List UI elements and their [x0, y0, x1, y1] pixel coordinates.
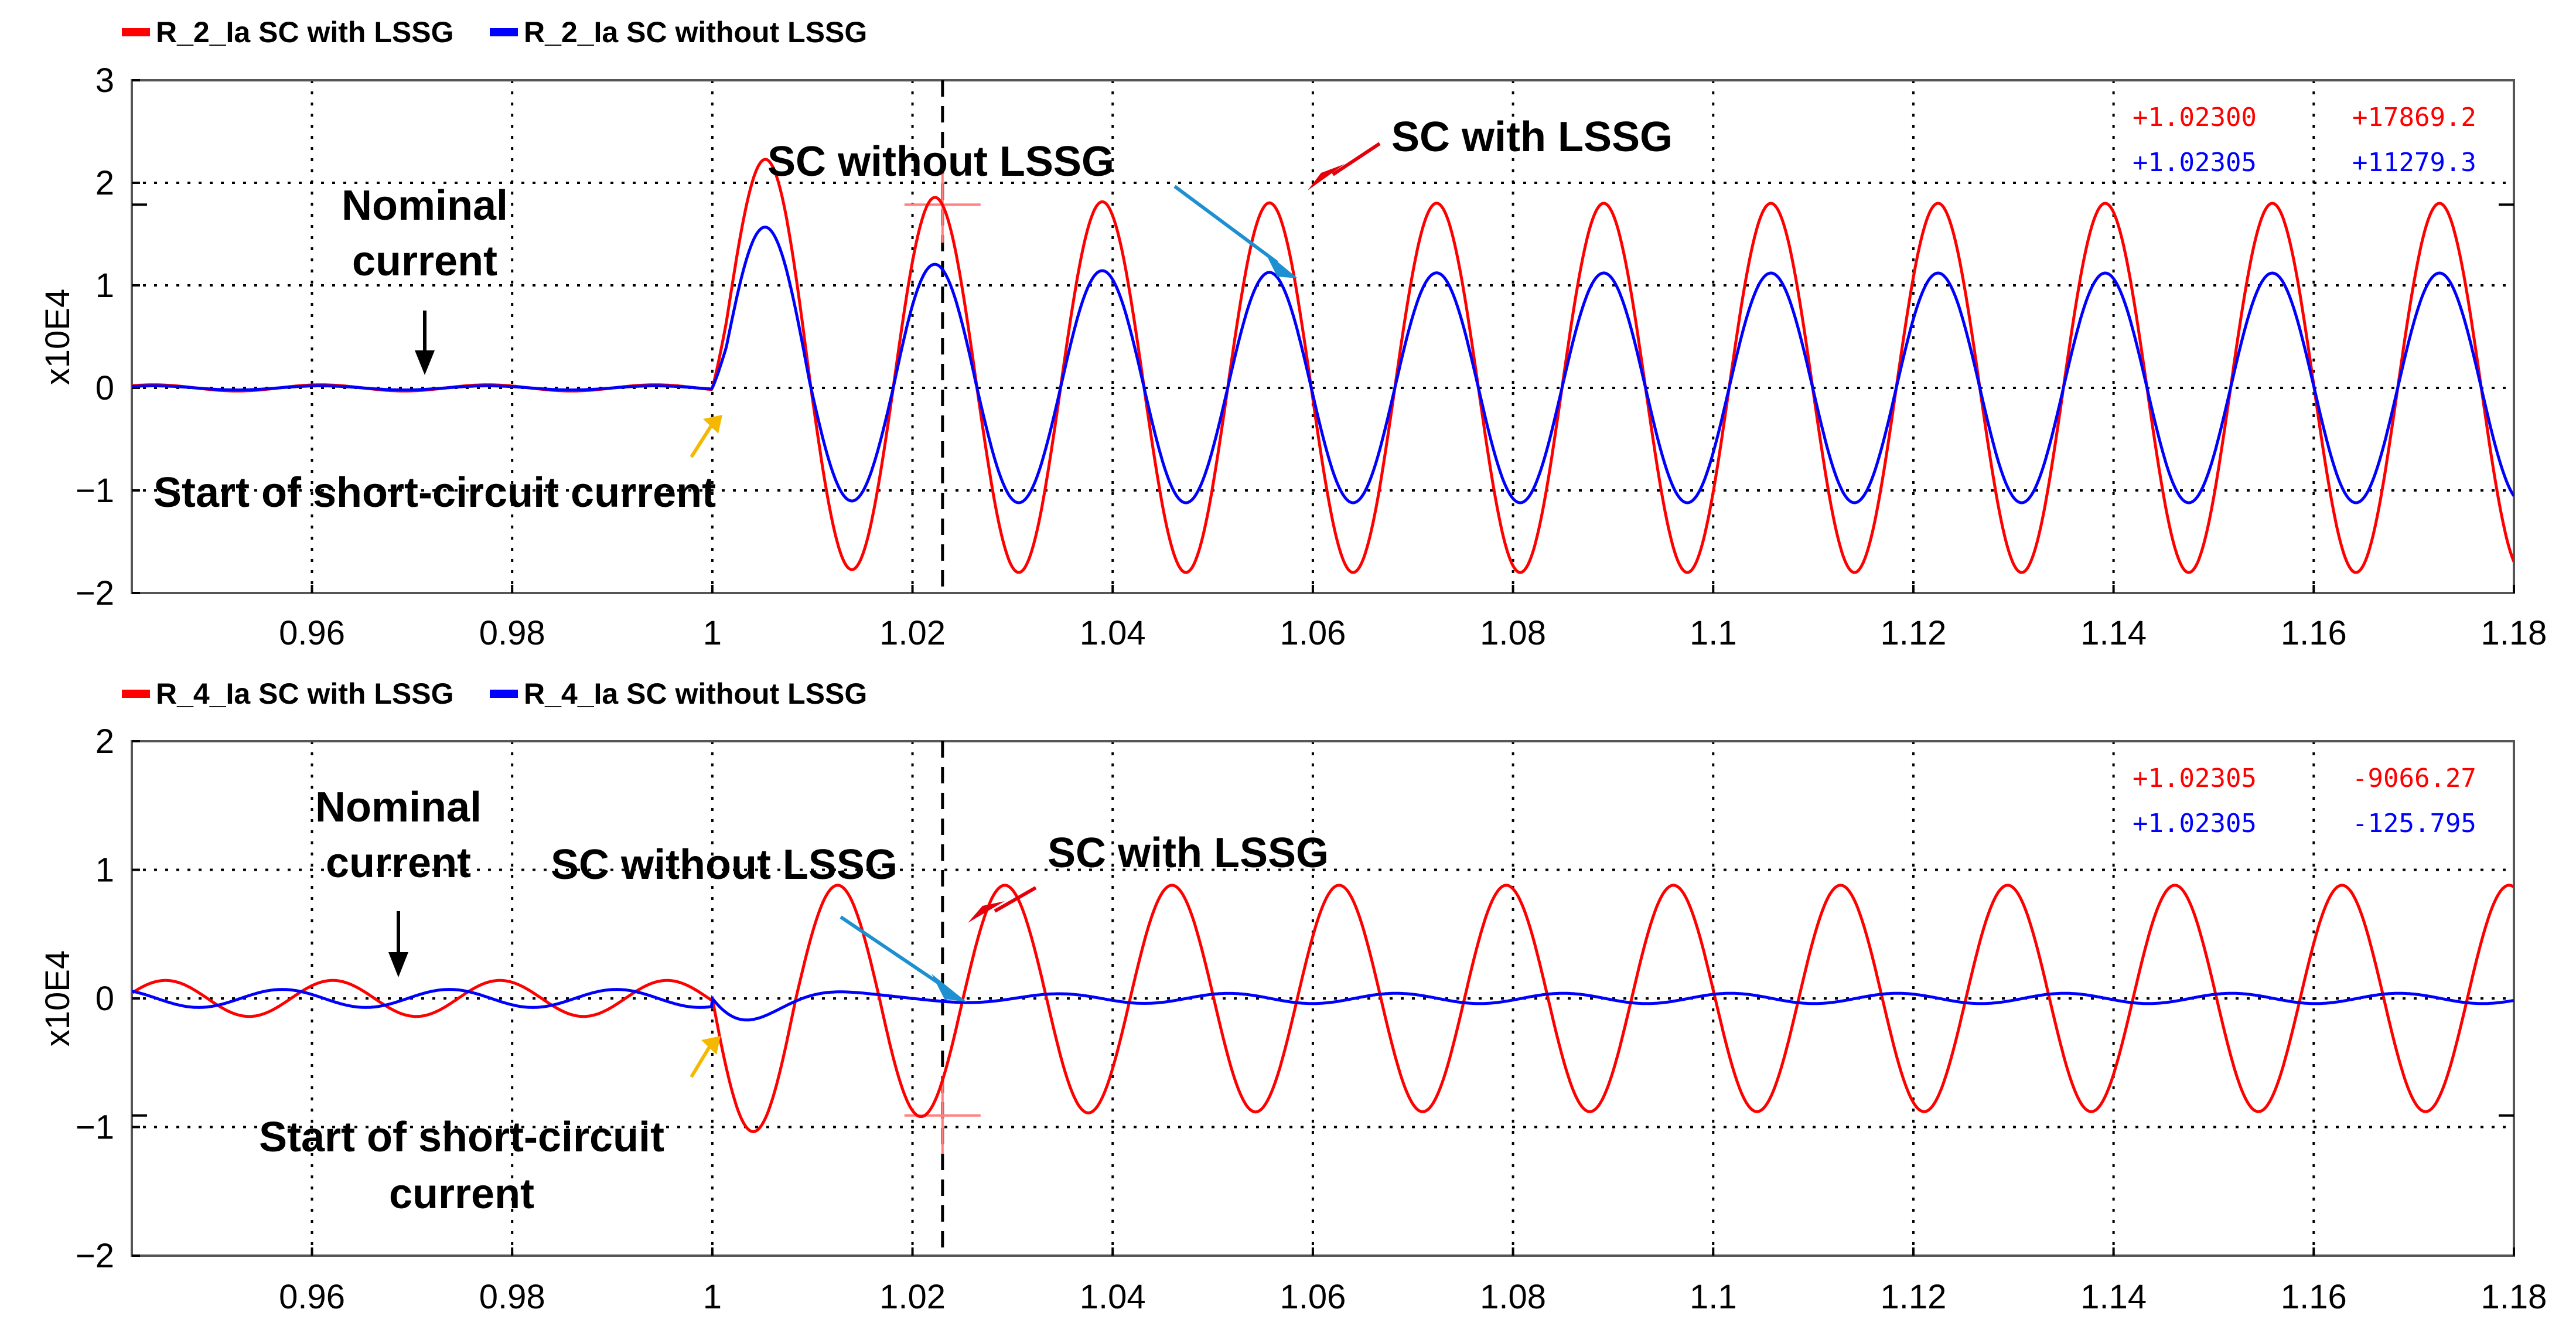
- y-tick-label: −2: [76, 1237, 114, 1275]
- readout-value-with: -9066.27: [2352, 763, 2476, 793]
- arrow-with-1: [1308, 142, 1381, 190]
- arrow-nominal-2: [388, 911, 408, 977]
- annotation-start: Start of short-circuit current: [153, 469, 716, 516]
- y-tick-label: 2: [95, 164, 114, 202]
- y-tick-label: −1: [76, 472, 114, 510]
- readout-time-without: +1.02305: [2133, 809, 2257, 838]
- arrow-with-2: [968, 886, 1037, 923]
- y-ticks-1: 3 2 1 0 −1 −2: [76, 62, 140, 612]
- x-tick-label: 1.14: [2080, 1278, 2147, 1316]
- y-tick-label: 1: [95, 267, 114, 305]
- legend-2: R_4_Ia SC with LSSG R_4_Ia SC without LS…: [122, 677, 867, 710]
- legend-1: R_2_Ia SC with LSSG R_2_Ia SC without LS…: [122, 16, 867, 49]
- y-axis-label-1: x10E4: [39, 289, 77, 385]
- cursor-readout-1: +1.02300 +17869.2 +1.02305 +11279.3: [2133, 103, 2476, 178]
- annotation-without: SC without LSSG: [551, 841, 898, 888]
- annotations-1: Nominal current Start of short-circuit c…: [153, 114, 1673, 516]
- x-tick-label: 1.02: [879, 1278, 946, 1316]
- x-tick-label: 1.16: [2281, 1278, 2347, 1316]
- legend-label-with: R_2_Ia SC with LSSG: [156, 16, 453, 49]
- annotation-start-line2: current: [389, 1171, 534, 1218]
- x-tick-label: 1.12: [1881, 614, 1947, 652]
- annotation-nominal-line1: Nominal: [342, 182, 508, 229]
- x-tick-label: 1: [703, 1278, 722, 1316]
- x-tick-label: 1.12: [1881, 1278, 1947, 1316]
- x-tick-label: 1.02: [879, 614, 946, 652]
- x-tick-label: 1.16: [2281, 614, 2347, 652]
- annotation-start-line1: Start of short-circuit: [259, 1114, 664, 1161]
- readout-time-with: +1.02305: [2133, 763, 2257, 793]
- x-tick-label: 1.1: [1690, 614, 1737, 652]
- arrow-nominal-1: [415, 311, 435, 375]
- y-tick-label: 3: [95, 62, 114, 100]
- x-tick-label: 1.06: [1280, 614, 1346, 652]
- legend-swatch-with: [122, 690, 150, 698]
- chart-panel-1: R_2_Ia SC with LSSG R_2_Ia SC without LS…: [39, 16, 2547, 652]
- chart-panel-2: R_4_Ia SC with LSSG R_4_Ia SC without LS…: [39, 677, 2547, 1316]
- annotation-nominal-line2: current: [326, 840, 471, 887]
- legend-swatch-with: [122, 28, 150, 36]
- arrow-without-2: [840, 915, 967, 1002]
- annotation-without: SC without LSSG: [767, 138, 1114, 185]
- x-tick-label: 1.18: [2481, 1278, 2547, 1316]
- x-tick-label: 1.18: [2481, 614, 2547, 652]
- x-tick-label: 0.96: [279, 1278, 345, 1316]
- legend-label-with: R_4_Ia SC with LSSG: [156, 677, 453, 710]
- readout-value-without: -125.795: [2352, 809, 2476, 838]
- y-tick-label: 0: [95, 980, 114, 1018]
- annotation-nominal-line2: current: [352, 238, 497, 285]
- x-tick-label: 0.98: [479, 614, 545, 652]
- x-ticks-2: 0.96 0.98 1 1.02 1.04 1.06 1.08 1.1 1.12 1.14 1.16…: [279, 1247, 2547, 1316]
- plot-frame-1: [131, 79, 2515, 594]
- x-ticks-1: 0.96 0.98 1 1.02 1.04 1.06 1.08 1.1 1.12 1.14 1.16…: [279, 585, 2547, 652]
- annotation-with: SC with LSSG: [1391, 114, 1673, 161]
- legend-swatch-without: [490, 28, 518, 36]
- arrow-start-1: [690, 415, 722, 458]
- readout-time-without: +1.02305: [2133, 148, 2257, 178]
- x-tick-label: 1.08: [1480, 614, 1546, 652]
- series-line-without-lssg: [132, 226, 2514, 504]
- legend-swatch-without: [490, 690, 518, 698]
- x-tick-label: 1: [703, 614, 722, 652]
- y-ticks-2: 2 1 0 −1 −2: [76, 722, 140, 1275]
- x-tick-label: 1.08: [1480, 1278, 1546, 1316]
- x-tick-label: 1.04: [1080, 1278, 1146, 1316]
- annotations-2: Nominal current Start of short-circuit c…: [259, 784, 1329, 1218]
- y-tick-label: 2: [95, 722, 114, 761]
- y-tick-label: 1: [95, 851, 114, 889]
- x-tick-label: 1.06: [1280, 1278, 1346, 1316]
- legend-label-without: R_2_Ia SC without LSSG: [524, 16, 867, 49]
- arrow-without-1: [1173, 185, 1298, 278]
- readout-time-with: +1.02300: [2133, 103, 2257, 132]
- cursor-readout-2: +1.02305 -9066.27 +1.02305 -125.795: [2133, 763, 2476, 838]
- annotation-with: SC with LSSG: [1048, 830, 1329, 877]
- x-tick-label: 0.98: [479, 1278, 545, 1316]
- readout-value-with: +17869.2: [2352, 103, 2476, 132]
- y-tick-label: −1: [76, 1109, 114, 1147]
- legend-label-without: R_4_Ia SC without LSSG: [524, 677, 867, 710]
- y-tick-label: −2: [76, 574, 114, 612]
- readout-value-without: +11279.3: [2352, 148, 2476, 178]
- series-line-with-lssg: [132, 884, 2514, 1133]
- y-tick-label: 0: [95, 369, 114, 407]
- series-line-without-lssg: [132, 988, 2514, 1022]
- grid-1: [132, 80, 2514, 593]
- arrow-start-2: [690, 1036, 721, 1078]
- x-tick-label: 1.1: [1690, 1278, 1737, 1316]
- x-tick-label: 0.96: [279, 614, 345, 652]
- annotation-nominal-line1: Nominal: [315, 784, 482, 831]
- y-axis-label-2: x10E4: [39, 950, 77, 1046]
- x-tick-label: 1.04: [1080, 614, 1146, 652]
- x-tick-label: 1.14: [2080, 614, 2147, 652]
